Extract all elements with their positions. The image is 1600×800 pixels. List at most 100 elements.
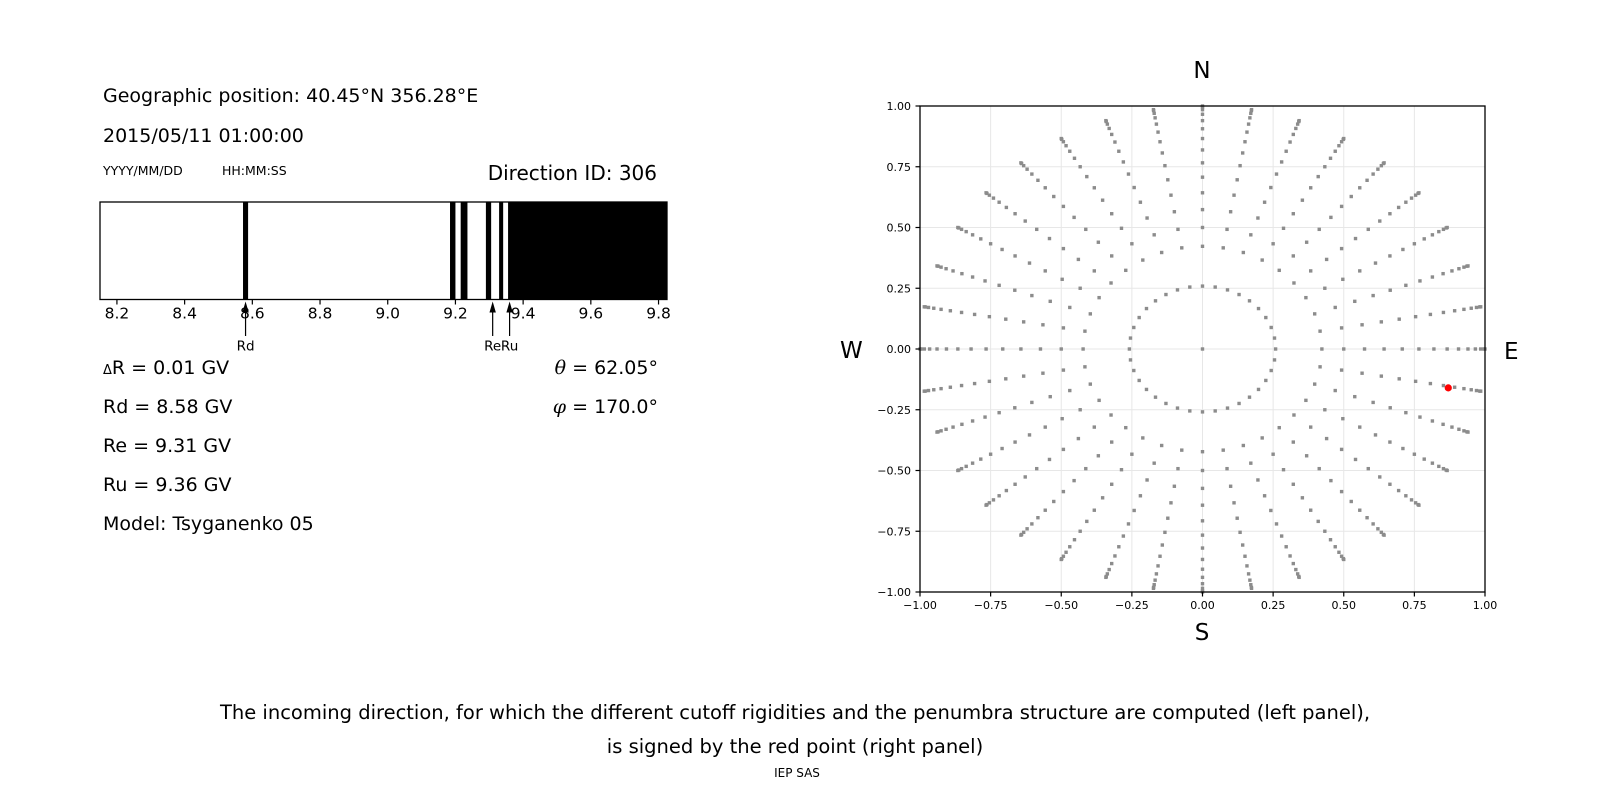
direction-dot bbox=[1441, 422, 1445, 427]
direction-dot bbox=[991, 196, 996, 200]
direction-dot bbox=[1371, 172, 1375, 176]
delta-r-value: R = 0.01 GV bbox=[111, 357, 230, 379]
direction-dot bbox=[1430, 461, 1435, 465]
direction-dot bbox=[1388, 440, 1392, 444]
direction-dot bbox=[1061, 447, 1066, 452]
direction-dot bbox=[1323, 286, 1327, 290]
direction-dot bbox=[1379, 530, 1384, 535]
direction-dot bbox=[1130, 452, 1134, 456]
direction-dot bbox=[1013, 288, 1017, 292]
direction-dot bbox=[1200, 148, 1205, 152]
direction-dot bbox=[1318, 329, 1322, 333]
direction-dot bbox=[1469, 388, 1473, 392]
direction-dot bbox=[1445, 468, 1449, 473]
direction-dot bbox=[1400, 347, 1404, 351]
direction-dot bbox=[1450, 425, 1454, 429]
direction-dot bbox=[1078, 286, 1082, 290]
penumbra-x-tick-label: 8.2 bbox=[105, 305, 130, 323]
direction-dot bbox=[1035, 466, 1039, 471]
direction-dot bbox=[1271, 242, 1275, 246]
direction-dot bbox=[1117, 149, 1121, 153]
direction-dot bbox=[1288, 140, 1292, 144]
direction-dot bbox=[1329, 215, 1333, 220]
direction-y-tick-label: −0.50 bbox=[877, 465, 911, 478]
direction-dot bbox=[1413, 501, 1418, 505]
direction-dot bbox=[1441, 310, 1446, 315]
direction-dot bbox=[1413, 379, 1418, 384]
direction-dot bbox=[1300, 198, 1305, 202]
direction-dot bbox=[1274, 522, 1279, 526]
direction-dot bbox=[1366, 466, 1370, 471]
direction-dot bbox=[988, 242, 993, 246]
direction-dot bbox=[1088, 382, 1093, 386]
direction-dot bbox=[922, 305, 926, 309]
direction-dot bbox=[960, 422, 964, 427]
direction-dot bbox=[1474, 388, 1479, 393]
direction-dot bbox=[1418, 279, 1422, 283]
direction-dot bbox=[1141, 258, 1145, 262]
direction-dot bbox=[1117, 545, 1121, 549]
direction-dot bbox=[1304, 454, 1309, 458]
direction-dot bbox=[1126, 522, 1131, 526]
direction-dot bbox=[1349, 194, 1353, 199]
theta-row: θ = 62.05° bbox=[555, 357, 658, 379]
direction-dot bbox=[1249, 111, 1253, 116]
direction-dot bbox=[1085, 174, 1089, 179]
direction-dot bbox=[970, 233, 975, 237]
direction-dot bbox=[1269, 368, 1273, 373]
direction-dot bbox=[1329, 478, 1333, 483]
direction-dot bbox=[1295, 572, 1300, 576]
direction-dot bbox=[1043, 269, 1047, 273]
direction-dot bbox=[984, 347, 988, 351]
direction-dot bbox=[1309, 425, 1313, 429]
direction-dot bbox=[1256, 387, 1261, 392]
direction-dot bbox=[1038, 347, 1043, 351]
penumbra-x-tick-label: 8.8 bbox=[308, 305, 333, 323]
direction-y-tick-label: 0.00 bbox=[887, 343, 912, 356]
direction-dot bbox=[1277, 268, 1281, 273]
direction-dot bbox=[1025, 527, 1029, 531]
direction-dot bbox=[1452, 385, 1457, 389]
direction-dot bbox=[1113, 140, 1117, 144]
direction-dot bbox=[1072, 538, 1077, 542]
direction-dot bbox=[964, 464, 968, 469]
direction-dot bbox=[1092, 508, 1096, 512]
direction-dot bbox=[983, 415, 987, 419]
direction-dot bbox=[1068, 149, 1072, 153]
direction-dot bbox=[1241, 250, 1246, 255]
direction-dot bbox=[1163, 163, 1167, 168]
direction-dot bbox=[1388, 254, 1392, 258]
direction-dot bbox=[1404, 410, 1408, 415]
direction-dot bbox=[1428, 312, 1433, 317]
direction-dot bbox=[1382, 161, 1386, 165]
direction-y-tick-label: 0.50 bbox=[887, 222, 912, 235]
direction-dot bbox=[1376, 527, 1380, 531]
direction-dot bbox=[979, 457, 983, 461]
direction-dot bbox=[1260, 258, 1264, 262]
direction-dot bbox=[997, 200, 1001, 204]
direction-dot bbox=[1200, 127, 1205, 131]
direction-dot bbox=[1145, 478, 1149, 482]
direction-dot bbox=[1076, 436, 1081, 441]
forbidden-band bbox=[485, 202, 492, 300]
direction-dot bbox=[997, 494, 1001, 498]
direction-dot bbox=[1084, 466, 1088, 471]
direction-dot bbox=[1324, 257, 1329, 262]
direction-dot bbox=[1021, 163, 1026, 168]
direction-dot bbox=[1019, 347, 1023, 351]
direction-dot bbox=[1060, 416, 1064, 421]
direction-dot bbox=[970, 275, 975, 279]
compass-north-label: N bbox=[1193, 58, 1211, 84]
delta-r-row: ΔR = 0.01 GV bbox=[103, 357, 229, 379]
direction-dot bbox=[1156, 564, 1160, 568]
direction-dot bbox=[1163, 530, 1167, 535]
direction-dot bbox=[1004, 205, 1009, 210]
direction-dot bbox=[1081, 347, 1085, 351]
direction-dot bbox=[1144, 306, 1149, 311]
penumbra-plot-border bbox=[99, 201, 668, 301]
direction-dot bbox=[1061, 368, 1066, 372]
direction-dot bbox=[1358, 269, 1362, 273]
direction-dot bbox=[1264, 378, 1268, 383]
phi-value: = 170.0° bbox=[566, 396, 658, 418]
